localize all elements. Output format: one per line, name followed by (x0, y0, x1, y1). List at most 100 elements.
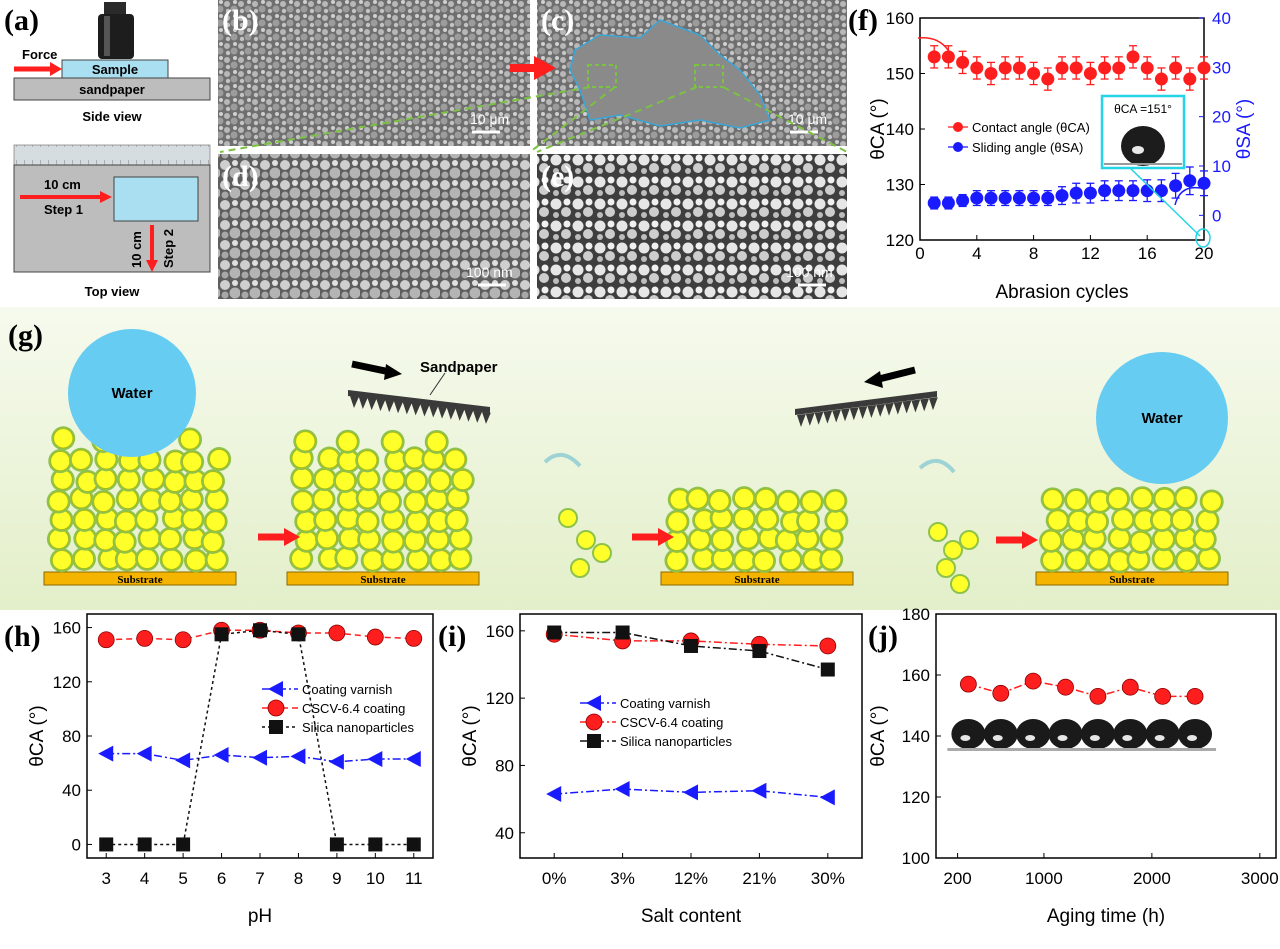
y-tick-label-f: 160 (886, 9, 914, 28)
legend-label-1-0: Coating varnish (302, 682, 392, 697)
data-point-h-1 (405, 630, 423, 647)
process-arrow-icon (1022, 531, 1038, 549)
data-point-j-0 (992, 684, 1010, 702)
nanoparticle (1154, 489, 1175, 509)
nanoparticle (450, 548, 471, 569)
panel-c-label: (c) (541, 4, 574, 37)
data-point-i-2 (547, 625, 562, 640)
nanoparticle (825, 491, 846, 511)
nanoparticle (709, 491, 730, 511)
particle-structure: Substrate (286, 429, 480, 586)
nanoparticle (1197, 510, 1218, 531)
panel-b: (b) 10 μm (218, 0, 530, 146)
legend-marker-1-0 (268, 681, 283, 697)
left-axis-arrow-icon (917, 37, 949, 51)
y-tick-label-h: 80 (62, 727, 81, 746)
nanoparticle (357, 450, 378, 471)
y-tick-label-j: 120 (902, 788, 930, 807)
aging-droplet-image (1145, 719, 1180, 749)
nanoparticle (450, 528, 471, 549)
nanoparticle (384, 470, 405, 490)
droplet-image (1121, 126, 1165, 166)
chart-h: (h) 3 4 5 6 7 8 9 10 11 0 40 80 120 160 pH θCA (°) Coati… (4, 613, 434, 927)
nanoparticle (667, 511, 688, 532)
side-view-label: Side view (82, 109, 142, 124)
nanoparticle (426, 432, 447, 452)
data-point-f-0 (1140, 61, 1154, 75)
data-point-f-0 (998, 61, 1012, 75)
nanoparticle (382, 432, 403, 452)
aging-substrate (1044, 748, 1087, 751)
data-point-f-1 (984, 191, 998, 205)
nanoparticle (143, 469, 164, 490)
nanoparticle (777, 530, 797, 551)
nanoparticle (1201, 491, 1222, 512)
loose-particles (558, 508, 979, 594)
nanoparticle (1087, 511, 1107, 532)
data-point-f-0 (1183, 72, 1197, 86)
panel-e-label: (e) (541, 160, 574, 193)
nanoparticle (160, 529, 180, 549)
nanoparticle (95, 530, 116, 551)
nanoparticle (180, 429, 200, 450)
data-point-f-0 (1197, 61, 1211, 75)
legend-label-1-2: Silica nanoparticles (302, 720, 415, 735)
nanoparticle (161, 549, 182, 570)
y-tick-label-h: 40 (62, 781, 81, 800)
aging-droplet-highlight (1154, 735, 1165, 741)
weight-icon (98, 2, 134, 59)
loose-particle (950, 574, 970, 594)
nanoparticle (315, 469, 335, 489)
y-axis-label-i: θCA (°) (460, 705, 481, 766)
nanoparticle (49, 529, 69, 549)
x-tick-label-h: 5 (178, 869, 187, 888)
data-point-f-0 (984, 67, 998, 80)
data-point-f-0 (941, 50, 955, 64)
data-point-f-0 (1154, 72, 1168, 86)
nanoparticle (408, 549, 428, 570)
y2-tick-label-f: 0 (1212, 206, 1221, 225)
x-tick-label-h: 6 (217, 869, 226, 888)
data-point-f-1 (1140, 184, 1154, 198)
inset-label-f: θCA =151° (1114, 102, 1172, 116)
x-axis-label-i: Salt content (641, 906, 742, 927)
loose-particle (943, 540, 963, 560)
y-tick-label-f: 150 (886, 65, 914, 84)
water-drop-left (68, 329, 196, 457)
substrate-label: Substrate (360, 574, 405, 586)
plot-frame-h (86, 613, 434, 859)
data-point-f-0 (1041, 72, 1055, 86)
panel-e: (e) 100 nm (537, 154, 847, 299)
droplet-highlight (1132, 146, 1144, 154)
nanoparticle (781, 550, 801, 570)
nanoparticle (52, 550, 72, 571)
substrate-bar (43, 571, 237, 586)
nanoparticle (667, 531, 687, 551)
data-point-h-0 (98, 745, 114, 762)
y-tick-label-j: 180 (902, 605, 930, 624)
y-axis-label-f: θCA (°) (868, 98, 889, 159)
nanoparticle (71, 449, 91, 470)
scale-c: 10 μm (788, 111, 827, 127)
nanoparticle (362, 550, 383, 571)
legend-marker-1-1 (267, 699, 285, 717)
data-point-f-0 (956, 55, 970, 69)
substrate-bar (660, 571, 854, 586)
data-point-f-1 (970, 191, 984, 205)
x-tick-label-i: 12% (674, 869, 708, 888)
nanoparticle (1172, 510, 1192, 530)
transition-arrow-icon (534, 56, 556, 80)
nanoparticle (1042, 550, 1063, 571)
y-tick-label-j: 140 (902, 727, 930, 746)
data-point-f-1 (1183, 174, 1197, 188)
data-point-h-0 (328, 753, 344, 770)
chart-j: (j) 200 1000 2000 3000 100 120 140 160 180 Aging … (868, 605, 1279, 927)
legend-marker-2-1 (585, 713, 603, 731)
nanoparticle (1047, 510, 1068, 531)
data-point-j-0 (1154, 687, 1172, 705)
data-point-f-0 (1112, 61, 1126, 75)
nanoparticle (160, 491, 180, 511)
nanoparticle (119, 469, 139, 490)
nanoparticle (405, 531, 425, 551)
nanoparticle (757, 509, 778, 529)
